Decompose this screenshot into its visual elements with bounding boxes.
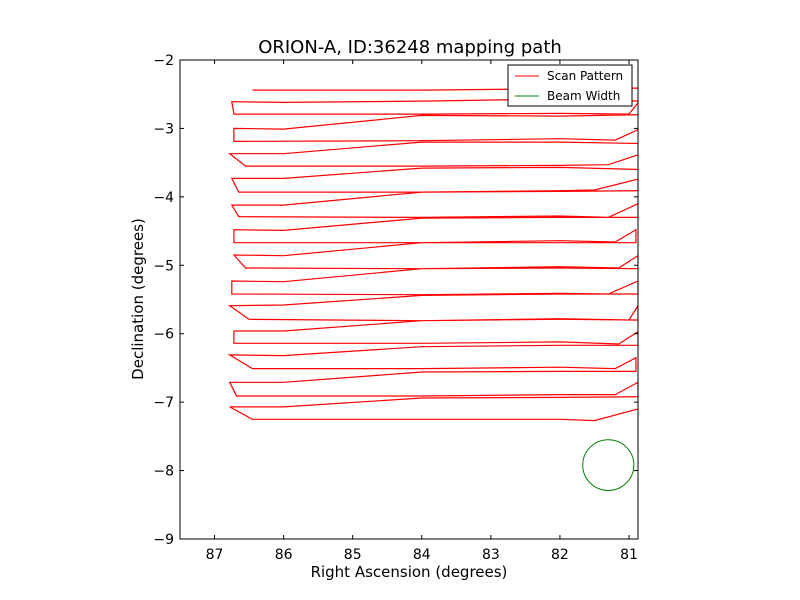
y-tick-label: −5 xyxy=(153,258,174,274)
x-axis-label: Right Ascension (degrees) xyxy=(311,563,508,581)
x-tick-label: 85 xyxy=(344,547,362,563)
y-tick-label: −7 xyxy=(153,395,174,411)
legend-label-scan-pattern: Scan Pattern xyxy=(547,69,623,83)
plot-area xyxy=(227,87,638,491)
plot-frame xyxy=(179,59,639,540)
legend-label-beam-width: Beam Width xyxy=(547,89,620,103)
y-tick-label: −8 xyxy=(153,464,174,480)
x-tick-label: 86 xyxy=(275,547,293,563)
legend: Scan Pattern Beam Width xyxy=(507,64,633,107)
y-tick-label: −4 xyxy=(153,190,174,206)
y-axis-label: Declination (degrees) xyxy=(129,218,147,380)
x-tick-label: 84 xyxy=(413,547,431,563)
legend-box xyxy=(507,64,633,107)
y-tick-label: −2 xyxy=(153,53,174,69)
y-tick-label: −6 xyxy=(153,327,174,343)
x-tick-label: 82 xyxy=(551,547,569,563)
y-tick-label: −9 xyxy=(153,532,174,548)
series-circle-beam-width xyxy=(582,439,635,491)
chart-title: ORION-A, ID:36248 mapping path xyxy=(258,37,562,58)
axis-ticks: 87 86 85 84 83 82 81 −2 −3 −4 −5 −6 −7 −8 −9 xyxy=(153,53,638,563)
y-tick-label: −3 xyxy=(153,121,174,137)
x-tick-label: 87 xyxy=(206,547,224,563)
x-tick-label: 83 xyxy=(482,547,500,563)
series-line-scan-pattern xyxy=(227,87,638,422)
x-tick-label: 81 xyxy=(620,547,638,563)
